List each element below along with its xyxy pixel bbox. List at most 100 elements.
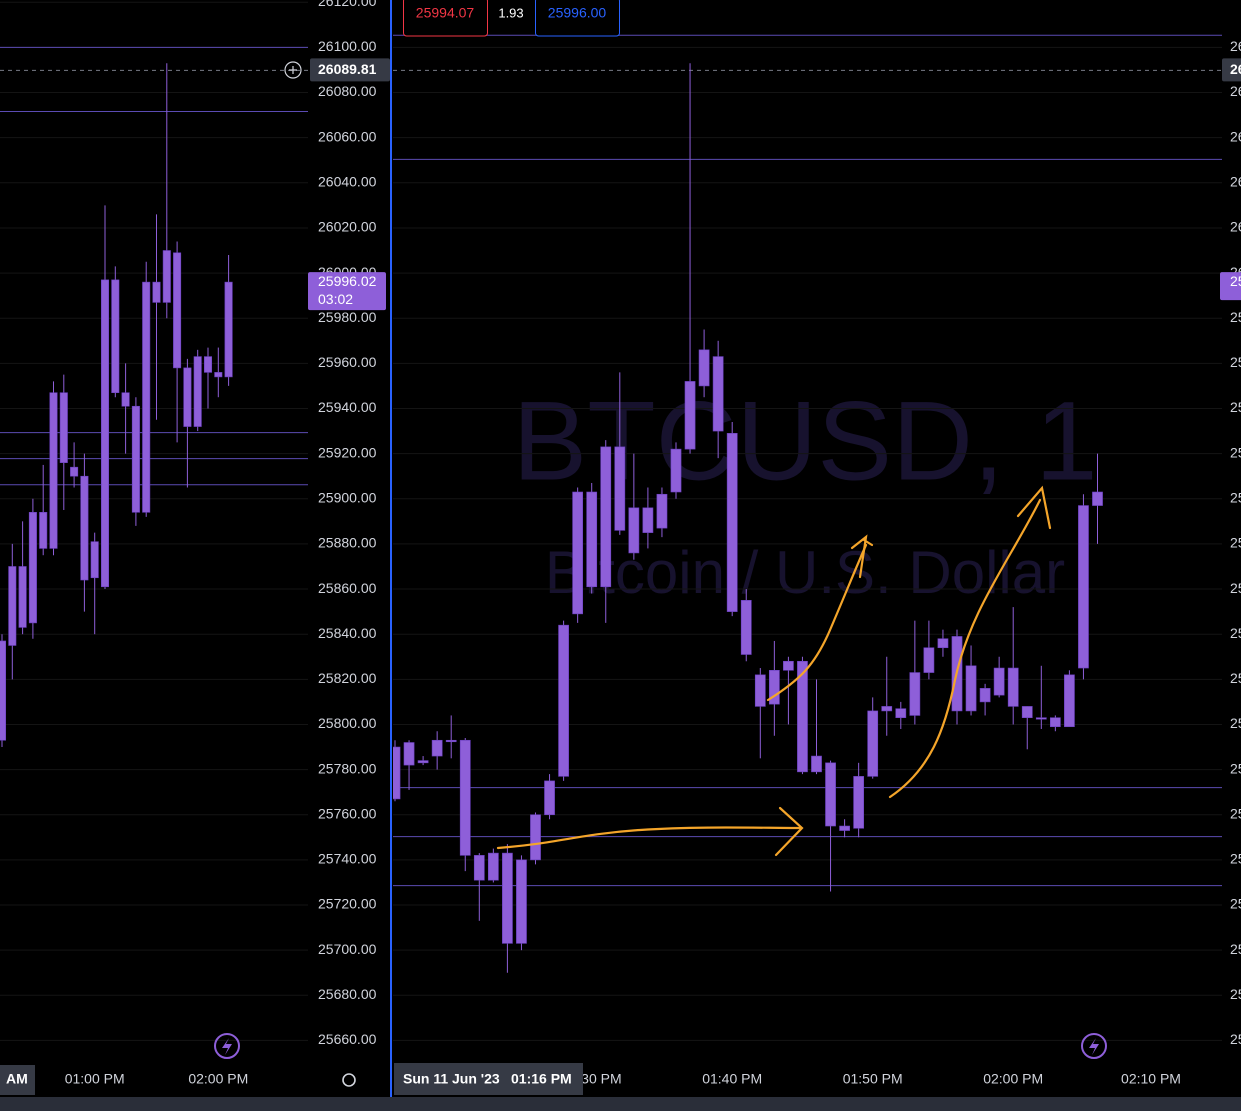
y-tick-label: 26020.00: [318, 219, 377, 235]
candle-body: [825, 762, 836, 827]
x-tick-label: 01:50 PM: [843, 1071, 903, 1087]
arrow-drawing: [888, 498, 1042, 799]
y-tick-label: 25900.00: [318, 489, 377, 505]
ask-box[interactable]: [535, 0, 620, 37]
y-tick-label: 25760.00: [1230, 805, 1241, 821]
candle-body: [797, 660, 808, 773]
y-tick-label: 25820.00: [1230, 670, 1241, 686]
y-tick-label: 26060.00: [318, 128, 377, 144]
y-tick-label: 25900.00: [1230, 489, 1241, 505]
add-alert-icon: [289, 66, 297, 74]
alert-icon[interactable]: [214, 1033, 240, 1059]
add-alert-icon[interactable]: [284, 61, 302, 79]
y-tick-label: 25880.00: [318, 535, 377, 551]
top-bar: 25994.07 1.93 25996.00: [403, 0, 620, 37]
candle-body: [895, 708, 907, 718]
y-tick-label: 25800.00: [318, 715, 377, 731]
candle-body: [417, 760, 429, 764]
y-tick-label: 25920.00: [1230, 444, 1241, 460]
candle-body: [111, 279, 120, 394]
bid-price: 25994.07: [416, 5, 475, 21]
candle-body: [558, 624, 569, 777]
arrow-drawing: [766, 543, 868, 702]
ask-price: 25996.00: [548, 5, 607, 21]
candle-body: [965, 665, 977, 712]
candle-body: [1064, 674, 1075, 728]
candle-body: [0, 640, 7, 741]
y-tick-label: 26060.00: [1230, 128, 1241, 144]
candle-body: [214, 372, 223, 378]
candle-body: [881, 706, 893, 712]
arrow-drawing: [774, 806, 804, 857]
candle-body: [473, 855, 485, 881]
candle-body: [670, 448, 682, 493]
candle-body: [726, 433, 738, 612]
y-tick-label: 26000.00: [1230, 264, 1241, 280]
candle-body: [80, 475, 89, 581]
candle-body: [193, 356, 202, 427]
arrow-drawing: [496, 826, 802, 850]
y-tick-label: 25700.00: [1230, 941, 1241, 957]
last-price-box: [1220, 272, 1241, 301]
candle-body: [698, 349, 710, 387]
alert-icon: [1089, 1038, 1099, 1055]
y-tick-label: 25780.00: [318, 760, 377, 776]
y-tick-label: 25960.00: [1230, 354, 1241, 370]
y-tick-label: 25960.00: [318, 354, 377, 370]
candle-body: [754, 674, 766, 707]
bid-box[interactable]: [403, 0, 488, 37]
y-tick-label: 25720.00: [318, 896, 377, 912]
y-tick-label: 25860.00: [1230, 580, 1241, 596]
y-tick-label: 25740.00: [1230, 851, 1241, 867]
candle-body: [937, 638, 949, 649]
candle-body: [183, 367, 192, 427]
candle-body: [628, 507, 640, 554]
candle-body: [203, 356, 213, 373]
last-price-label: 25996.02: [318, 273, 377, 289]
crosshair-time-box: [394, 1063, 583, 1095]
spread: 1.93: [498, 5, 523, 20]
y-tick-label: 25980.00: [318, 309, 377, 325]
candle-body: [909, 672, 921, 716]
x-tick-label: 02:10 PM: [1121, 1071, 1181, 1087]
candle-body: [70, 466, 79, 477]
candle-body: [712, 356, 724, 432]
candle-body: [530, 814, 541, 861]
candle-body: [59, 392, 68, 463]
y-tick-label: 26040.00: [1230, 174, 1241, 190]
candle-body: [1035, 717, 1047, 720]
candle-body: [614, 446, 626, 531]
candle-body: [839, 825, 850, 831]
candle-body: [1092, 491, 1103, 506]
x-tick-label: 02:00 PM: [188, 1071, 248, 1087]
candle-body: [642, 507, 654, 533]
candle-body: [544, 780, 555, 816]
candle-body: [100, 279, 110, 588]
settings-icon[interactable]: [342, 1073, 356, 1087]
y-tick-label: 25920.00: [318, 444, 377, 460]
y-tick-label: 25940.00: [318, 399, 377, 415]
alert-icon[interactable]: [1081, 1033, 1107, 1059]
y-tick-label: 25820.00: [318, 670, 377, 686]
candle-body: [431, 739, 443, 757]
right-plot: BTCUSD, 1 Bitcoin / U.S. Dollar: [393, 34, 1222, 1041]
y-tick-label: 25700.00: [318, 941, 377, 957]
candle-body: [1021, 706, 1033, 718]
x-tick-label: 01:40 PM: [702, 1071, 762, 1087]
candle-body: [1007, 667, 1019, 707]
candle-body: [979, 688, 991, 703]
candle-body: [403, 742, 415, 766]
candle-body: [152, 281, 161, 303]
arrow-drawing: [850, 534, 874, 579]
candle-body: [121, 392, 130, 407]
bottom-strip: [0, 1097, 1241, 1111]
candle-body: [39, 512, 48, 549]
last-price-label: 25996.02: [1230, 273, 1241, 289]
y-tick-label: 26100.00: [1230, 38, 1241, 54]
candle-body: [768, 669, 780, 705]
candle-body: [600, 446, 612, 588]
y-tick-label: 25840.00: [318, 625, 377, 641]
